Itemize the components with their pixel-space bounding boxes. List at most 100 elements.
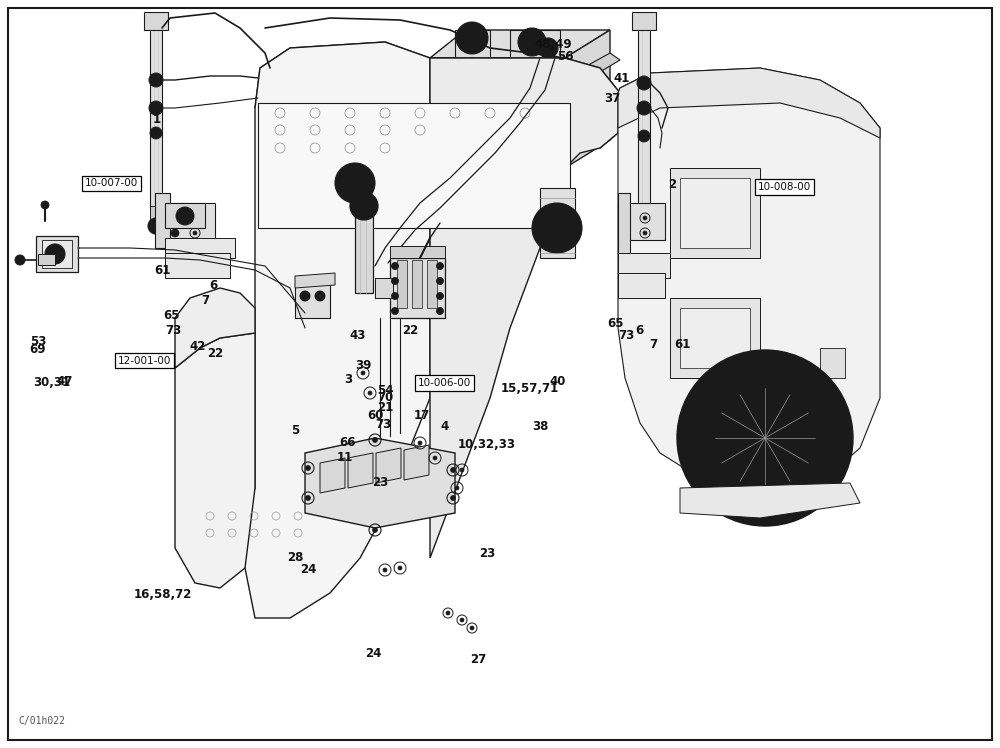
Text: 73: 73 [618,328,634,342]
Circle shape [343,171,367,195]
Text: 10-008-00: 10-008-00 [758,182,811,192]
Text: 66: 66 [340,436,356,450]
Circle shape [418,441,422,445]
Circle shape [463,29,481,47]
Circle shape [677,350,853,526]
Circle shape [460,618,464,622]
Circle shape [335,163,375,203]
Circle shape [518,28,546,56]
Text: 65: 65 [164,309,180,322]
Text: 30,31: 30,31 [33,376,71,390]
Text: 10-006-00: 10-006-00 [418,378,471,388]
Circle shape [551,222,563,234]
Polygon shape [540,188,575,258]
Text: 47: 47 [57,375,73,388]
Polygon shape [165,253,230,278]
Polygon shape [144,12,168,30]
Circle shape [356,198,372,214]
Circle shape [15,255,25,265]
Text: 11: 11 [337,451,353,465]
Circle shape [643,216,647,220]
Text: 23: 23 [479,547,495,560]
Polygon shape [165,203,215,240]
Polygon shape [175,288,255,368]
Polygon shape [155,193,170,248]
Polygon shape [242,42,430,618]
Text: 22: 22 [402,324,418,337]
Circle shape [50,249,60,259]
Polygon shape [430,58,620,558]
Text: 21: 21 [377,401,393,414]
Circle shape [150,127,162,139]
Text: 10,32,33: 10,32,33 [458,438,516,451]
Circle shape [45,244,65,264]
Polygon shape [565,30,610,168]
Circle shape [436,292,444,299]
Circle shape [350,192,378,220]
Text: 6: 6 [209,279,217,292]
Polygon shape [348,453,373,488]
Polygon shape [455,30,490,58]
Text: 53: 53 [30,335,46,349]
Polygon shape [638,28,650,208]
Text: 39: 39 [355,358,371,372]
Polygon shape [295,283,330,318]
Circle shape [700,373,830,503]
Polygon shape [376,448,401,483]
Text: 73: 73 [375,418,391,432]
Text: 61: 61 [154,264,170,278]
Polygon shape [680,483,860,518]
Circle shape [643,231,647,235]
Circle shape [361,203,367,209]
Polygon shape [375,278,393,298]
Text: 3: 3 [344,373,352,387]
Text: 65: 65 [608,316,624,330]
Polygon shape [305,438,455,528]
Polygon shape [565,53,620,85]
Text: C/01h022: C/01h022 [18,716,65,726]
Circle shape [638,130,650,142]
Text: 61: 61 [674,337,690,351]
Polygon shape [680,178,750,248]
Circle shape [149,101,163,115]
Text: 24: 24 [300,563,316,577]
Circle shape [361,371,365,375]
Text: 1: 1 [153,113,161,126]
Polygon shape [150,206,162,220]
Text: 22: 22 [207,347,223,361]
Polygon shape [38,254,55,265]
Circle shape [456,22,488,54]
Circle shape [538,38,558,58]
Text: 42: 42 [190,340,206,353]
Polygon shape [320,458,345,493]
Text: 10-007-00: 10-007-00 [85,178,138,188]
Text: 38: 38 [532,420,548,433]
Polygon shape [618,273,665,298]
Text: 40: 40 [550,375,566,388]
Polygon shape [670,168,760,258]
Polygon shape [680,308,750,368]
Circle shape [392,307,398,314]
Polygon shape [295,273,335,288]
Circle shape [300,291,310,301]
Circle shape [433,456,437,460]
Polygon shape [670,298,760,378]
Text: 41: 41 [614,72,630,85]
Polygon shape [42,240,72,268]
Text: 56: 56 [557,49,573,63]
Circle shape [392,292,398,299]
Text: 7: 7 [649,337,657,351]
Text: 37: 37 [604,92,620,105]
Polygon shape [510,30,560,58]
Polygon shape [355,208,373,293]
Text: 6: 6 [635,324,643,337]
Polygon shape [258,103,570,228]
Text: 70: 70 [377,391,393,405]
Circle shape [450,495,456,500]
Text: 5: 5 [291,423,299,437]
Circle shape [637,101,651,115]
Circle shape [176,207,194,225]
Text: 27: 27 [470,653,486,666]
Circle shape [171,229,179,237]
Text: 69: 69 [30,343,46,356]
